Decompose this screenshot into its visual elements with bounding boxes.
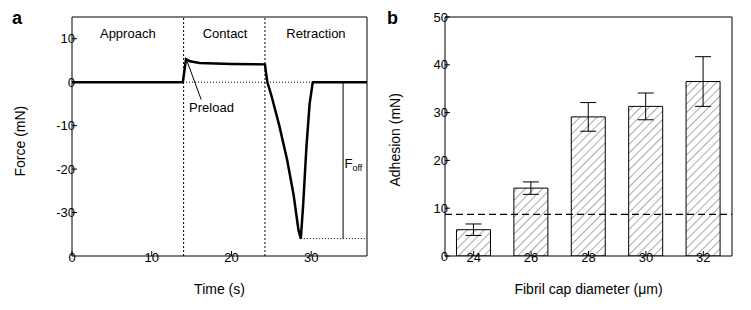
svg-text:0: 0: [68, 250, 75, 265]
svg-text:Retraction: Retraction: [286, 26, 345, 41]
svg-text:30: 30: [639, 250, 653, 265]
svg-text:Time (s): Time (s): [194, 281, 245, 297]
svg-text:Adhesion (mN): Adhesion (mN): [387, 93, 403, 186]
svg-text:Foff: Foff: [345, 156, 363, 173]
svg-text:Contact: Contact: [203, 26, 248, 41]
svg-text:-30: -30: [56, 205, 75, 220]
svg-text:Preload: Preload: [189, 100, 234, 115]
svg-text:50: 50: [434, 10, 448, 25]
svg-text:30: 30: [304, 250, 318, 265]
svg-text:10: 10: [144, 250, 158, 265]
svg-text:-10: -10: [56, 118, 75, 133]
svg-text:10: 10: [434, 201, 448, 216]
svg-text:24: 24: [466, 250, 480, 265]
svg-text:30: 30: [434, 105, 448, 120]
svg-text:32: 32: [696, 250, 710, 265]
svg-text:40: 40: [434, 57, 448, 72]
html-text:b: b: [387, 8, 398, 28]
svg-text:20: 20: [224, 250, 238, 265]
svg-text:28: 28: [581, 250, 595, 265]
html-text:a: a: [12, 8, 22, 28]
svg-text:20: 20: [434, 153, 448, 168]
svg-text:0: 0: [68, 75, 75, 90]
svg-text:-20: -20: [56, 162, 75, 177]
svg-text:10: 10: [61, 31, 75, 46]
svg-text:0: 0: [441, 249, 448, 264]
svg-text:26: 26: [524, 250, 538, 265]
svg-text:Approach: Approach: [100, 26, 156, 41]
svg-text:Fibril cap diameter (μm): Fibril cap diameter (μm): [514, 281, 662, 297]
svg-text:Force (mN): Force (mN): [12, 106, 28, 177]
